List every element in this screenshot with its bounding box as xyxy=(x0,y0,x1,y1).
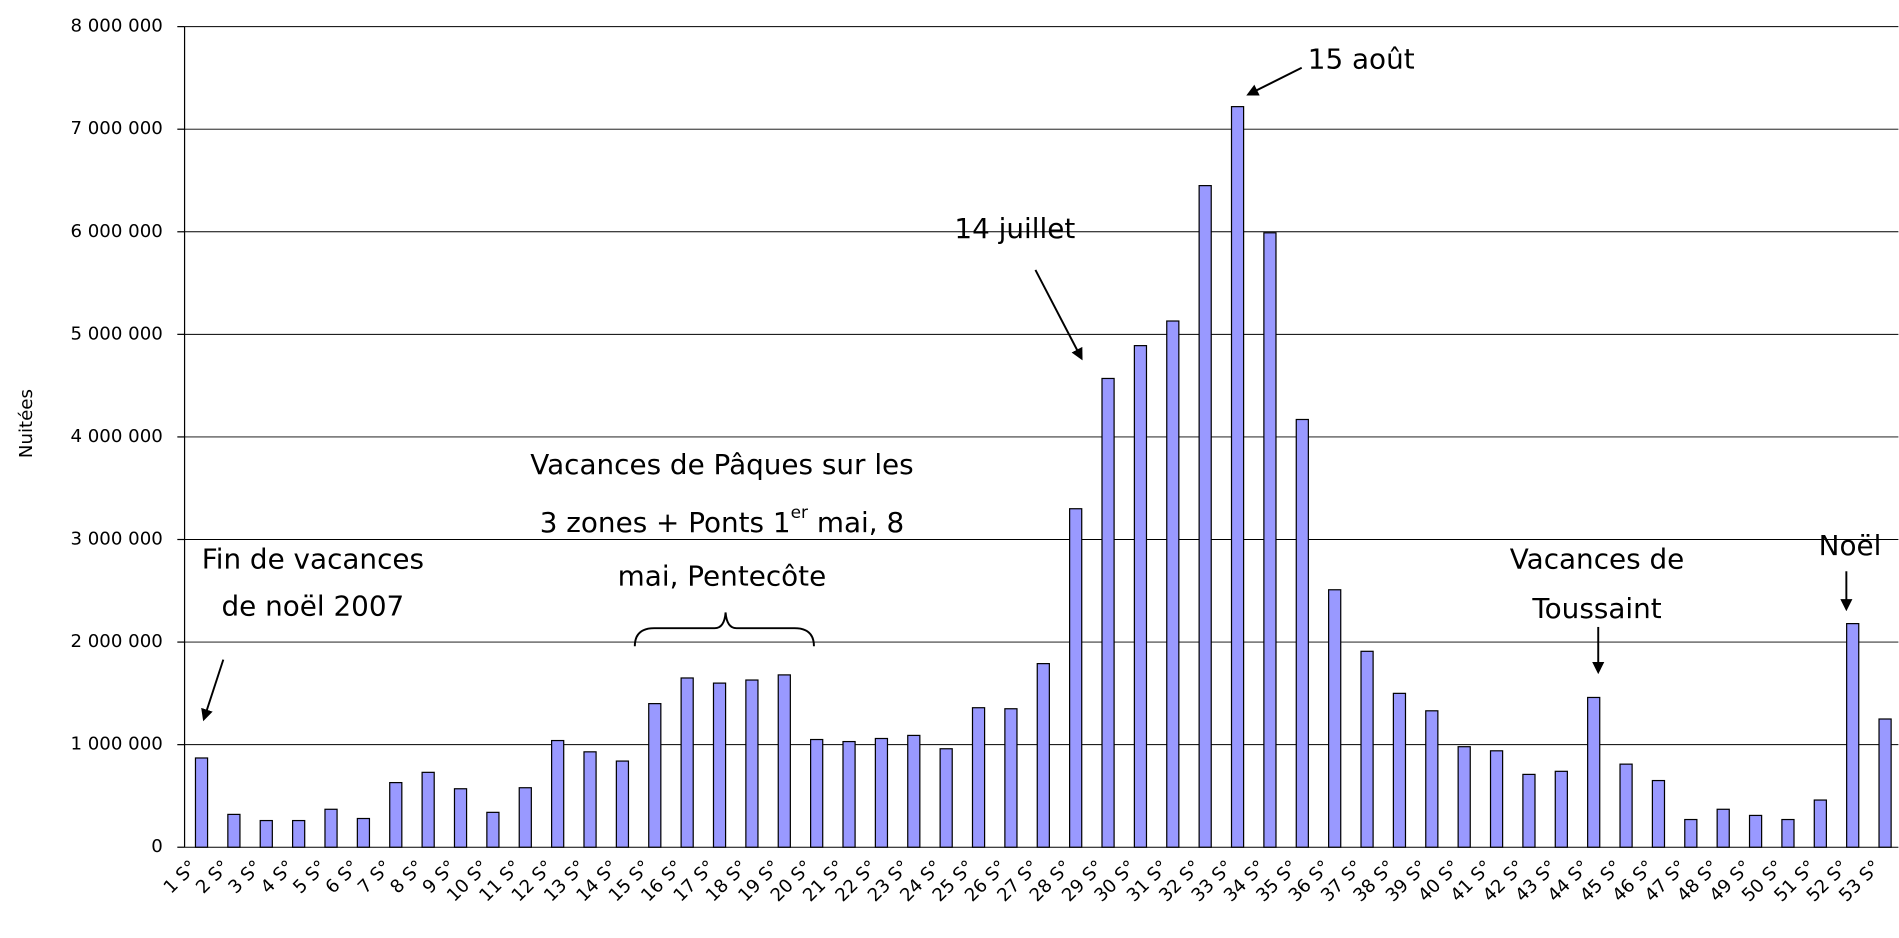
annotation: Fin de vacances xyxy=(202,542,424,575)
y-tick-label: 0 xyxy=(151,836,163,857)
bar xyxy=(615,760,630,848)
bar xyxy=(1748,814,1763,848)
annotation: 15 août xyxy=(1308,43,1415,76)
bar xyxy=(1101,377,1115,848)
bar xyxy=(1619,763,1633,848)
annotation: de noël 2007 xyxy=(221,590,404,623)
y-tick-label: 2 000 000 xyxy=(70,631,162,652)
bar xyxy=(1069,508,1083,848)
y-tick-label: 4 000 000 xyxy=(70,426,162,447)
bar xyxy=(1328,589,1342,848)
bar xyxy=(1522,773,1536,848)
bar xyxy=(971,707,986,848)
bar xyxy=(907,734,921,848)
y-tick-label: 1 000 000 xyxy=(70,734,162,755)
bar xyxy=(1457,746,1471,848)
annotation: Toussaint xyxy=(1531,592,1661,625)
bar xyxy=(259,819,273,848)
bar xyxy=(1846,623,1860,848)
bar xyxy=(680,677,694,848)
arrow xyxy=(201,659,225,722)
bar xyxy=(1295,418,1309,848)
bar xyxy=(583,751,597,848)
bar xyxy=(356,817,371,848)
bar xyxy=(842,740,856,848)
bar xyxy=(1781,818,1795,848)
bar xyxy=(486,811,500,848)
y-tick-label: 7 000 000 xyxy=(70,118,162,139)
bar xyxy=(1166,320,1180,848)
annotation: 14 juillet xyxy=(954,212,1075,245)
bar xyxy=(810,738,824,848)
bar xyxy=(551,739,565,848)
bar xyxy=(291,819,306,848)
y-axis-label: Nuitées xyxy=(16,389,37,458)
y-tick-label: 8 000 000 xyxy=(70,16,162,37)
bar xyxy=(1813,799,1827,848)
annotation: mai, Pentecôte xyxy=(618,559,827,592)
bar xyxy=(1263,232,1277,848)
bar xyxy=(1360,650,1374,848)
bar xyxy=(1133,345,1148,848)
bar xyxy=(1392,692,1407,848)
bar xyxy=(421,771,435,848)
bar xyxy=(874,737,889,848)
annotation: Vacances de xyxy=(1510,542,1684,575)
bar xyxy=(1004,708,1018,848)
bar xyxy=(745,679,759,848)
bar xyxy=(939,748,953,848)
y-tick-label: 5 000 000 xyxy=(70,323,162,344)
bar xyxy=(1684,818,1698,848)
annotation: Noël xyxy=(1819,529,1882,562)
bar xyxy=(648,703,662,848)
bar xyxy=(1425,710,1439,848)
bar xyxy=(1554,770,1568,848)
bar xyxy=(1489,750,1504,848)
bar xyxy=(518,787,532,848)
y-tick-label: 3 000 000 xyxy=(70,529,162,550)
bar xyxy=(453,788,468,848)
bar xyxy=(194,757,209,848)
bar xyxy=(1651,779,1666,848)
bar xyxy=(227,813,241,848)
arrow xyxy=(1034,269,1083,361)
bar xyxy=(1036,663,1050,848)
annotation: 3 zones + Ponts 1er mai, 8 xyxy=(540,502,904,539)
annotation: Vacances de Pâques sur les xyxy=(530,448,913,481)
bar xyxy=(389,781,403,848)
bar xyxy=(1230,106,1245,848)
bar xyxy=(324,808,338,848)
annotation-superscript: er xyxy=(791,502,808,522)
bar xyxy=(1198,185,1212,848)
annotation-part: 3 zones + Ponts 1 xyxy=(540,506,791,539)
bar xyxy=(1587,696,1601,848)
annotation-arrows xyxy=(201,66,1853,722)
annotation-part: mai, 8 xyxy=(808,506,904,539)
brace xyxy=(633,612,815,647)
bar xyxy=(1878,718,1892,848)
bar xyxy=(712,682,727,848)
arrow xyxy=(1246,66,1303,96)
bar xyxy=(777,674,791,848)
bar xyxy=(1716,808,1730,848)
y-tick-label: 6 000 000 xyxy=(70,221,162,242)
